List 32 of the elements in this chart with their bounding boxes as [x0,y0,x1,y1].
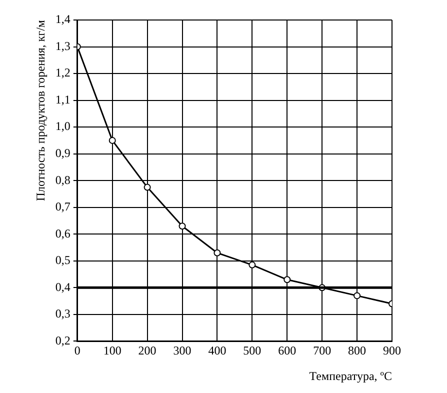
x-tick-label: 400 [208,344,226,358]
y-tick-label: 1,3 [55,38,70,53]
point [144,184,151,191]
x-tick-label: 700 [313,344,332,358]
x-tick-label: 200 [138,344,156,358]
x-tick-label: 600 [278,344,296,358]
point [354,292,361,300]
x-tick-label: 0 [74,344,80,358]
x-axis-title: Температура, ºC [309,368,392,383]
point [108,136,116,144]
y-tick-label: 0,2 [55,333,70,348]
y-tick-label: 1,0 [55,119,70,134]
y-tick-label: 0,3 [55,306,70,321]
y-tick-label: 0,5 [55,253,70,268]
x-tick-label: 300 [173,344,192,358]
y-tick-label: 0,7 [55,200,70,214]
y-tick-label: 0,6 [55,226,70,240]
y-tick-label: 0,9 [55,146,70,160]
point [214,249,221,256]
x-tick-label: 800 [348,344,366,358]
y-axis-title: Плотность продуктов горения, кг/м [33,20,48,202]
x-tick-label: 900 [383,344,401,358]
y-tick-label: 0,8 [55,172,70,187]
y-tick-label: 0,4 [55,280,70,294]
point [178,222,186,230]
point [248,261,256,268]
y-tick-label: 1,4 [55,12,70,26]
x-tick-label: 100 [103,344,122,358]
y-tick-label: 1,2 [55,66,70,80]
x-tick-label: 500 [243,344,262,358]
y-tick-label: 1,1 [55,92,70,106]
point [284,276,291,284]
